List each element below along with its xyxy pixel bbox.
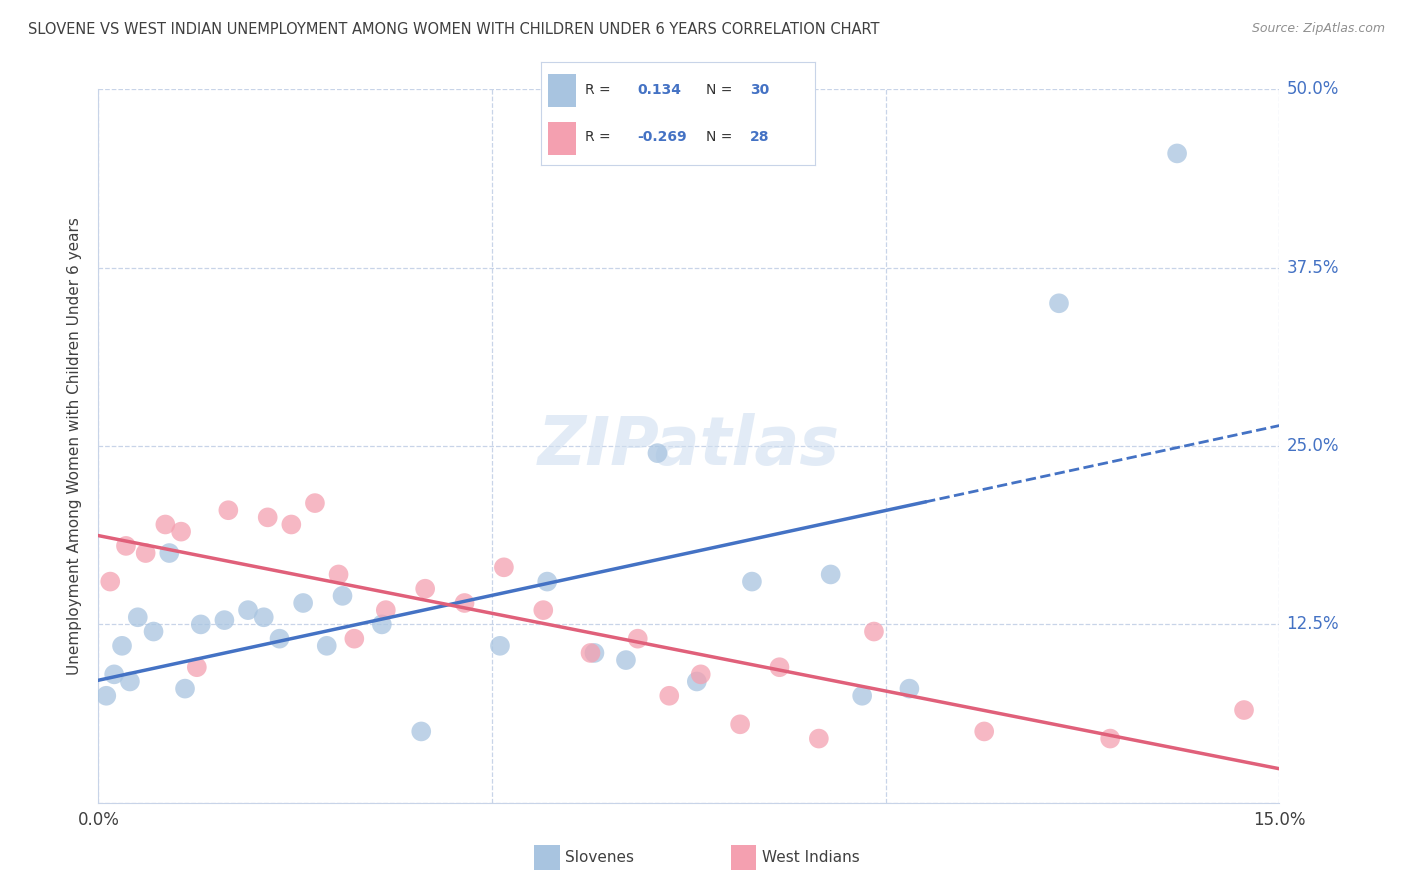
Text: SLOVENE VS WEST INDIAN UNEMPLOYMENT AMONG WOMEN WITH CHILDREN UNDER 6 YEARS CORR: SLOVENE VS WEST INDIAN UNEMPLOYMENT AMON… <box>28 22 880 37</box>
Point <box>292 596 315 610</box>
Point <box>328 567 350 582</box>
Point <box>413 582 436 596</box>
Bar <box>548 122 575 155</box>
Point <box>142 624 165 639</box>
Point <box>658 689 681 703</box>
Point <box>96 689 118 703</box>
Point <box>280 517 302 532</box>
Point <box>1166 146 1188 161</box>
Point <box>851 689 873 703</box>
Point <box>531 603 554 617</box>
Text: West Indians: West Indians <box>762 850 860 864</box>
Point <box>315 639 337 653</box>
Point <box>492 560 515 574</box>
Point <box>374 603 396 617</box>
Text: 25.0%: 25.0% <box>1286 437 1339 455</box>
Point <box>256 510 278 524</box>
Point <box>115 539 138 553</box>
Point <box>217 503 239 517</box>
Point <box>686 674 709 689</box>
Text: Source: ZipAtlas.com: Source: ZipAtlas.com <box>1251 22 1385 36</box>
Point <box>135 546 157 560</box>
Point <box>1099 731 1122 746</box>
Point <box>768 660 790 674</box>
Point <box>627 632 650 646</box>
Point <box>118 674 141 689</box>
Bar <box>548 74 575 106</box>
Point <box>236 603 259 617</box>
Text: Slovenes: Slovenes <box>565 850 634 864</box>
Text: 12.5%: 12.5% <box>1286 615 1339 633</box>
Point <box>689 667 711 681</box>
Point <box>489 639 512 653</box>
Point <box>269 632 291 646</box>
Point <box>332 589 354 603</box>
Point <box>863 624 886 639</box>
Point <box>170 524 193 539</box>
Text: 37.5%: 37.5% <box>1286 259 1339 277</box>
Text: 28: 28 <box>749 130 769 145</box>
Point <box>98 574 121 589</box>
Text: R =: R = <box>585 130 610 145</box>
Y-axis label: Unemployment Among Women with Children Under 6 years: Unemployment Among Women with Children U… <box>67 217 83 675</box>
Point <box>155 517 177 532</box>
Text: ZIPatlas: ZIPatlas <box>538 413 839 479</box>
Point <box>728 717 751 731</box>
Point <box>411 724 433 739</box>
Point <box>157 546 180 560</box>
Point <box>1233 703 1256 717</box>
Point <box>304 496 326 510</box>
Point <box>253 610 276 624</box>
Point <box>371 617 394 632</box>
Text: 30: 30 <box>749 83 769 97</box>
Point <box>583 646 606 660</box>
Point <box>536 574 558 589</box>
Point <box>453 596 475 610</box>
Point <box>186 660 208 674</box>
Text: N =: N = <box>706 83 733 97</box>
Point <box>820 567 842 582</box>
Point <box>174 681 197 696</box>
Point <box>898 681 921 696</box>
Text: R =: R = <box>585 83 610 97</box>
Point <box>103 667 125 681</box>
Point <box>614 653 637 667</box>
Point <box>741 574 763 589</box>
Point <box>343 632 366 646</box>
Point <box>579 646 602 660</box>
Point <box>111 639 134 653</box>
Text: -0.269: -0.269 <box>637 130 688 145</box>
Point <box>807 731 830 746</box>
Point <box>973 724 995 739</box>
Point <box>647 446 669 460</box>
Text: N =: N = <box>706 130 733 145</box>
Text: 0.134: 0.134 <box>637 83 682 97</box>
Point <box>190 617 212 632</box>
Text: 50.0%: 50.0% <box>1286 80 1339 98</box>
Point <box>127 610 149 624</box>
Point <box>1047 296 1070 310</box>
Point <box>214 613 236 627</box>
